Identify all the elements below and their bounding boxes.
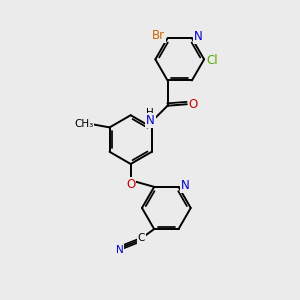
Text: C: C (138, 233, 145, 243)
Text: N: N (116, 245, 123, 255)
Text: Br: Br (152, 29, 165, 42)
Text: H: H (146, 108, 154, 118)
Text: CH₃: CH₃ (74, 119, 93, 129)
Text: N: N (146, 114, 155, 127)
Text: N: N (181, 179, 189, 192)
Text: N: N (194, 30, 203, 43)
Text: O: O (126, 178, 135, 191)
Text: O: O (189, 98, 198, 111)
Text: Cl: Cl (207, 54, 218, 67)
